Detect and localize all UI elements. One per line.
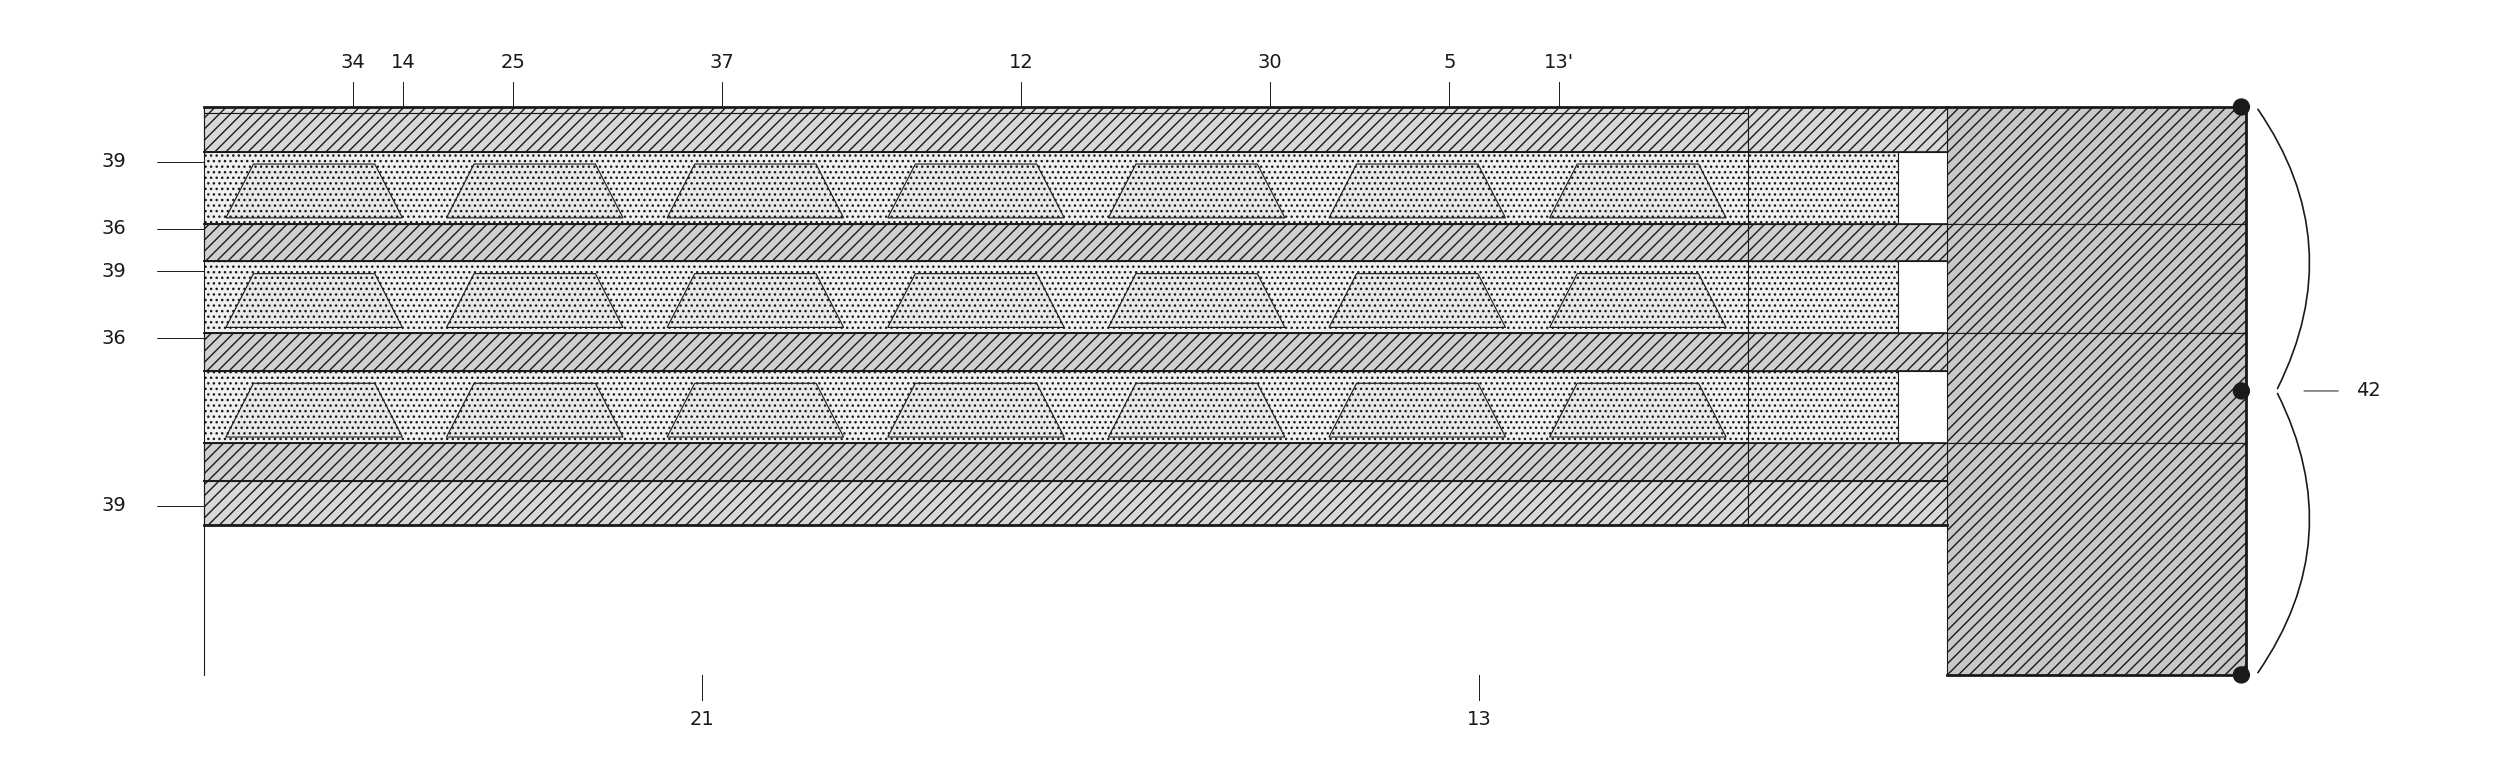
Text: 36: 36	[103, 219, 128, 238]
Bar	[1749, 261, 1897, 333]
Text: 34: 34	[340, 53, 365, 72]
FancyBboxPatch shape	[1749, 333, 1947, 371]
Circle shape	[2234, 99, 2249, 115]
Polygon shape	[225, 273, 403, 327]
Polygon shape	[1108, 164, 1286, 218]
FancyBboxPatch shape	[203, 480, 1749, 525]
FancyBboxPatch shape	[203, 224, 1749, 261]
Polygon shape	[1108, 273, 1286, 327]
Polygon shape	[445, 164, 623, 218]
FancyBboxPatch shape	[203, 113, 1749, 152]
Polygon shape	[668, 383, 843, 437]
Circle shape	[2234, 383, 2249, 399]
Text: 14: 14	[390, 53, 415, 72]
Polygon shape	[1549, 273, 1726, 327]
FancyBboxPatch shape	[1947, 443, 2247, 675]
FancyBboxPatch shape	[1947, 333, 2247, 371]
Polygon shape	[888, 383, 1063, 437]
FancyBboxPatch shape	[1947, 333, 2247, 443]
FancyBboxPatch shape	[203, 443, 1749, 480]
Text: 39: 39	[103, 496, 128, 515]
Polygon shape	[888, 273, 1063, 327]
Polygon shape	[1329, 383, 1506, 437]
Text: 39: 39	[103, 262, 128, 281]
Text: 39: 39	[103, 152, 128, 172]
Polygon shape	[225, 383, 403, 437]
Bar	[203, 152, 1749, 224]
Polygon shape	[888, 164, 1063, 218]
Text: 13': 13'	[1544, 53, 1574, 72]
Text: 30: 30	[1259, 53, 1281, 72]
Circle shape	[2234, 667, 2249, 683]
Polygon shape	[1329, 164, 1506, 218]
Text: 42: 42	[2357, 381, 2382, 401]
FancyBboxPatch shape	[1749, 107, 1947, 152]
Text: 36: 36	[103, 329, 128, 348]
Polygon shape	[445, 273, 623, 327]
FancyBboxPatch shape	[1947, 107, 2247, 224]
Text: 21: 21	[691, 710, 716, 729]
Polygon shape	[1108, 383, 1286, 437]
Text: 13: 13	[1466, 710, 1491, 729]
Bar	[1749, 371, 1897, 443]
Text: 37: 37	[711, 53, 733, 72]
FancyBboxPatch shape	[203, 107, 1749, 113]
Bar	[203, 261, 1749, 333]
Polygon shape	[668, 164, 843, 218]
Text: 12: 12	[1008, 53, 1033, 72]
Text: 25: 25	[500, 53, 525, 72]
FancyBboxPatch shape	[1947, 443, 2247, 480]
FancyBboxPatch shape	[1947, 224, 2247, 333]
Polygon shape	[1549, 164, 1726, 218]
Polygon shape	[1329, 273, 1506, 327]
FancyBboxPatch shape	[203, 333, 1749, 371]
Text: 5: 5	[1444, 53, 1456, 72]
FancyBboxPatch shape	[1749, 443, 1947, 480]
Polygon shape	[1549, 383, 1726, 437]
Bar	[1749, 152, 1897, 224]
FancyBboxPatch shape	[1749, 480, 1947, 525]
Bar	[203, 371, 1749, 443]
Polygon shape	[445, 383, 623, 437]
Polygon shape	[225, 164, 403, 218]
Polygon shape	[668, 273, 843, 327]
FancyBboxPatch shape	[1947, 224, 2247, 261]
FancyBboxPatch shape	[1749, 224, 1947, 261]
